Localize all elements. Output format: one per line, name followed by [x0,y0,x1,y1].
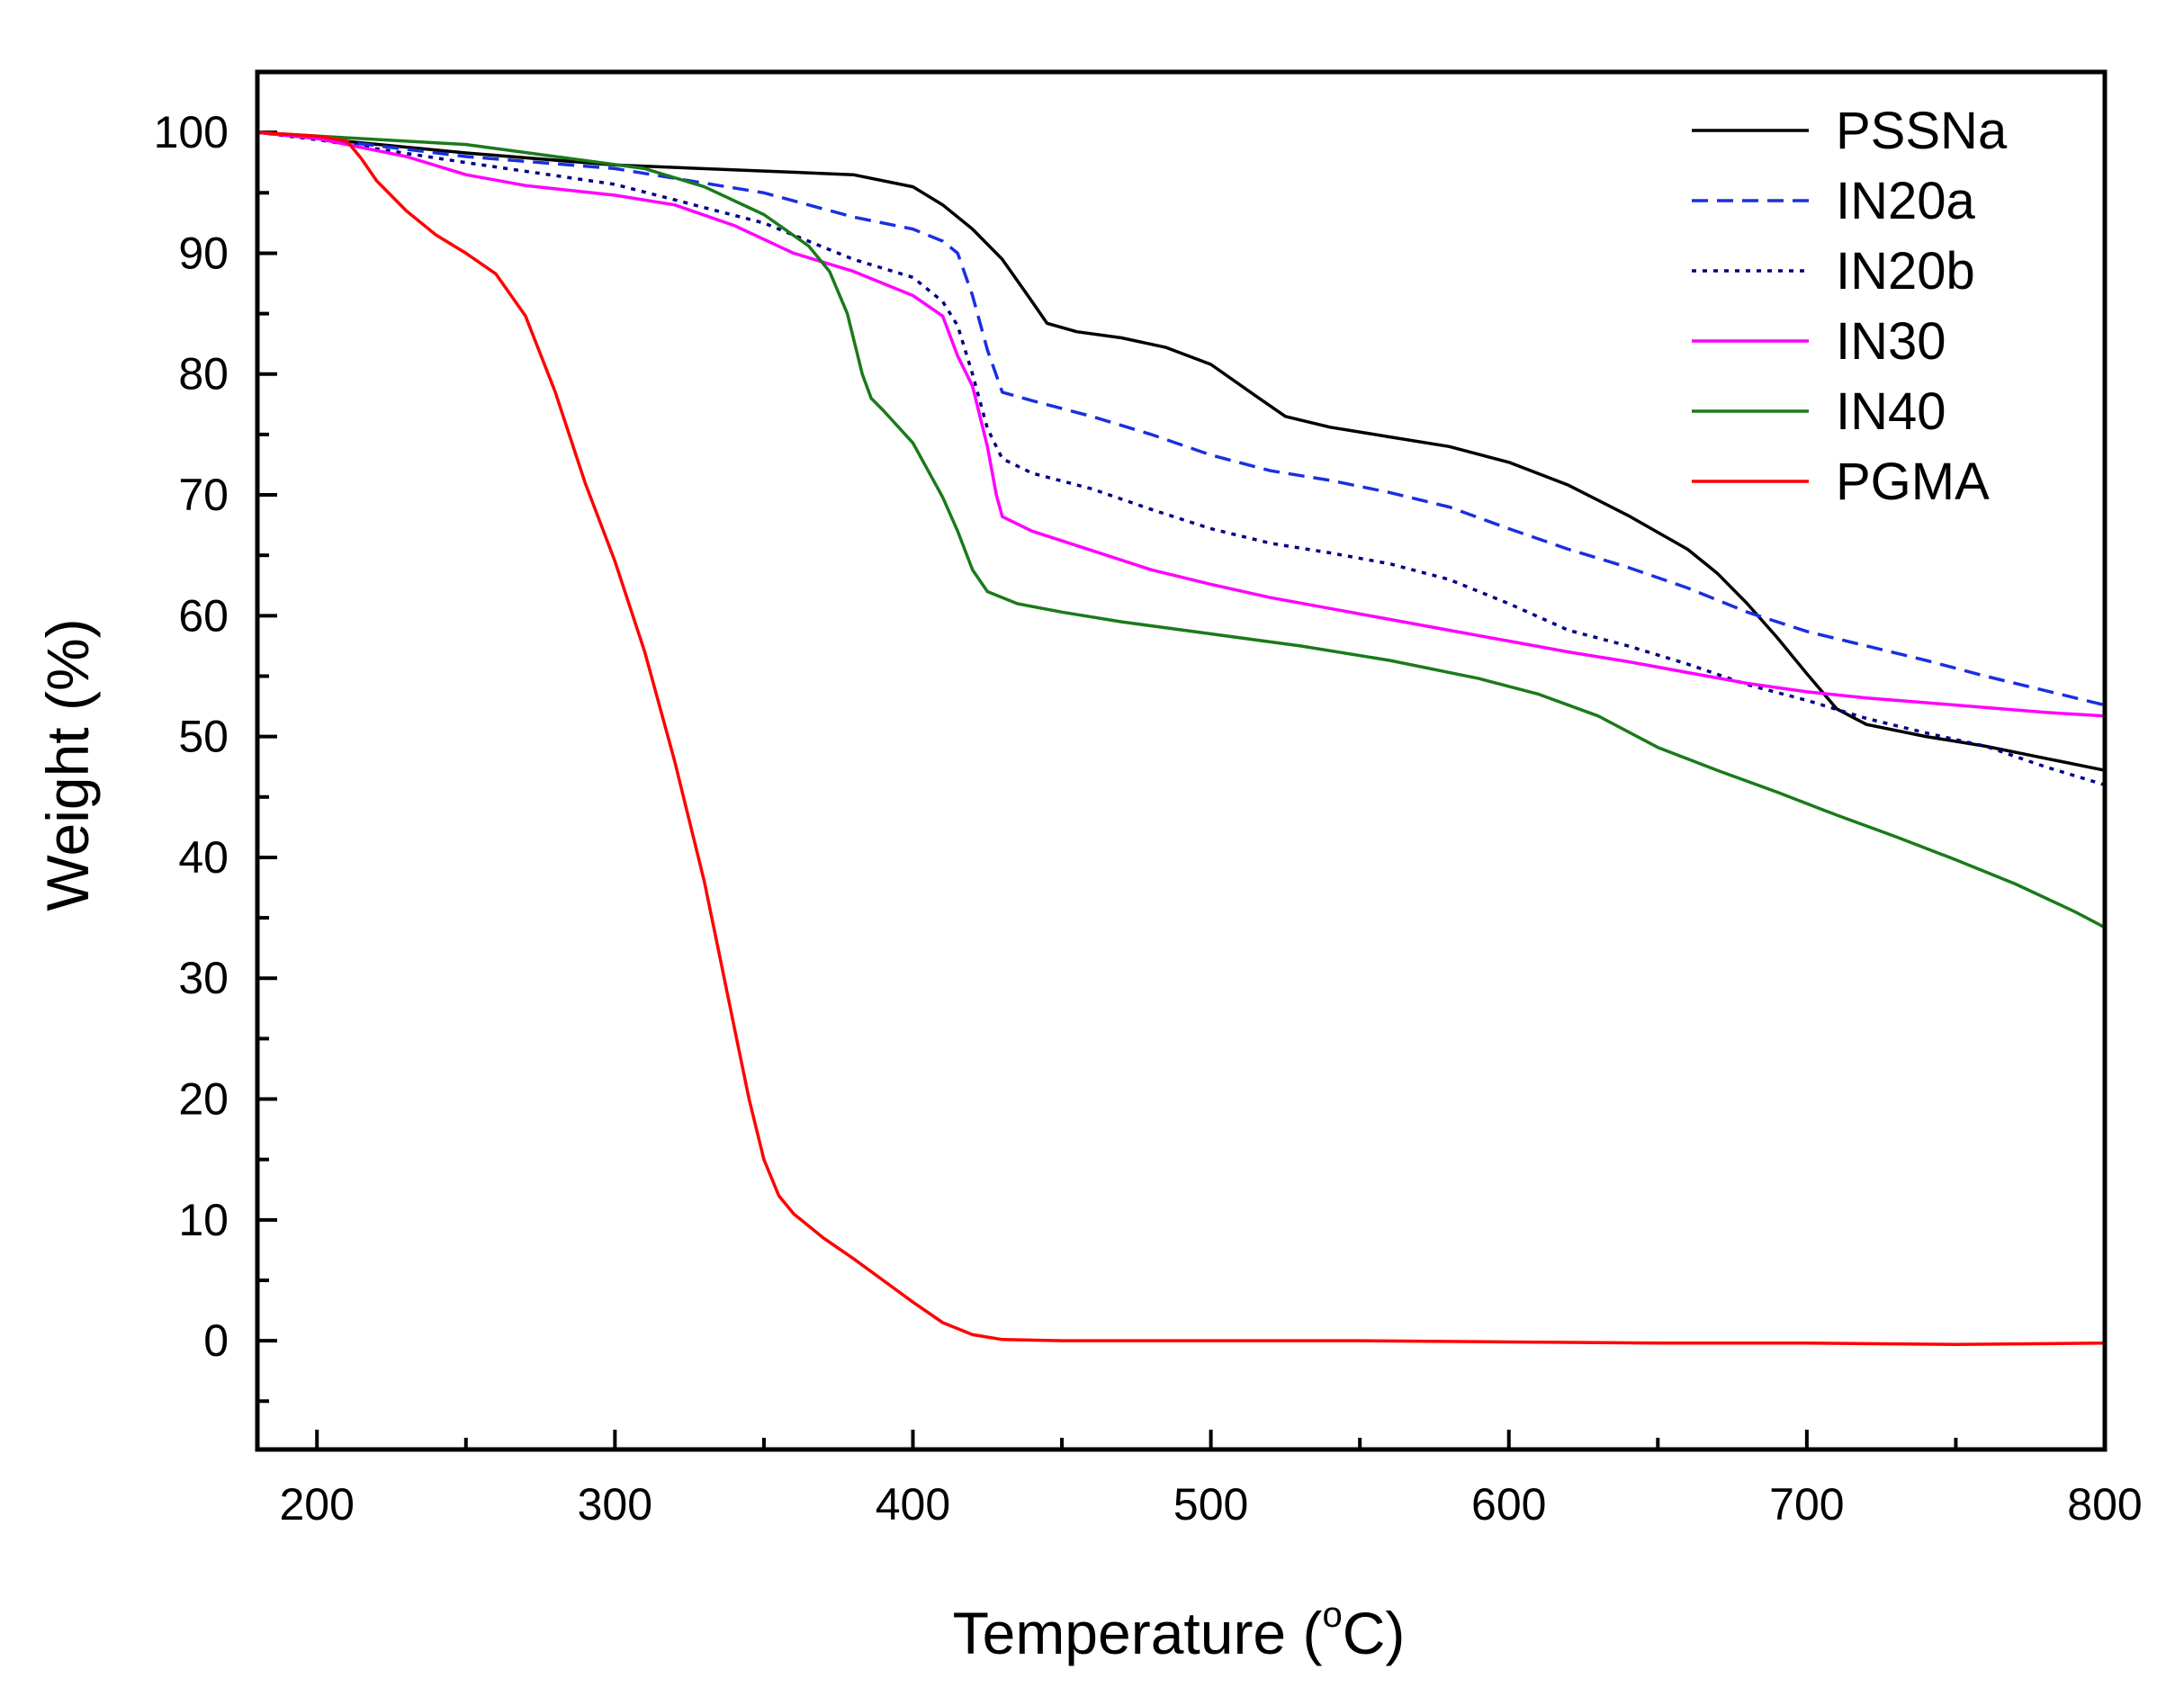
y-tick-label: 30 [178,953,229,1003]
x-tick-label: 600 [1471,1479,1546,1530]
x-axis-title-unit: C) [1343,1600,1406,1666]
x-tick-label: 800 [2067,1479,2142,1530]
legend-label-pssna: PSSNa [1836,102,2008,160]
tick-layer: 200 300 400 500 600 700 800 0 10 20 30 40 50 60 70 80 90… [154,107,2143,1530]
x-tick-label: 300 [578,1479,652,1530]
x-tick-label: 400 [876,1479,950,1530]
y-tick-label: 80 [178,349,229,399]
y-tick-label: 0 [203,1315,229,1366]
legend-label-in20b: IN20b [1836,242,1975,301]
y-tick-label: 60 [178,590,229,641]
y-tick-label: 100 [154,107,229,157]
x-tick-label: 200 [280,1479,355,1530]
y-tick-label: 50 [178,712,229,762]
legend-label-in20a: IN20a [1836,172,1976,230]
y-axis-title: Weight (%) [34,618,101,911]
y-tick-label: 20 [178,1074,229,1125]
y-tick-label: 90 [178,228,229,278]
x-axis-title: Temperature (oC) [953,1595,1406,1666]
plot-frame [255,69,2108,1452]
series-line-in20a [256,130,2106,707]
series-line-pgma [256,130,2106,1346]
legend-label-in30: IN30 [1836,312,1946,371]
series-line-in40 [256,130,2106,929]
series-line-in30 [256,130,2106,718]
y-tick-label: 70 [178,470,229,520]
x-tick-label: 500 [1173,1479,1248,1530]
legend-label-pgma: PGMA [1836,453,1990,511]
y-tick-label: 10 [178,1195,229,1245]
series-line-in20b [256,130,2106,787]
y-tick-label: 40 [178,832,229,883]
x-tick-label: 700 [1769,1479,1844,1530]
x-axis-title-main: Temperature ( [953,1600,1323,1666]
series-line-pssna [256,130,2106,772]
legend: PSSNa IN20a IN20b IN30 IN40 PGMA [1692,102,2008,511]
series-layer [256,130,2106,1346]
x-axis-title-degree: o [1322,1595,1342,1635]
legend-label-in40: IN40 [1836,382,1946,441]
